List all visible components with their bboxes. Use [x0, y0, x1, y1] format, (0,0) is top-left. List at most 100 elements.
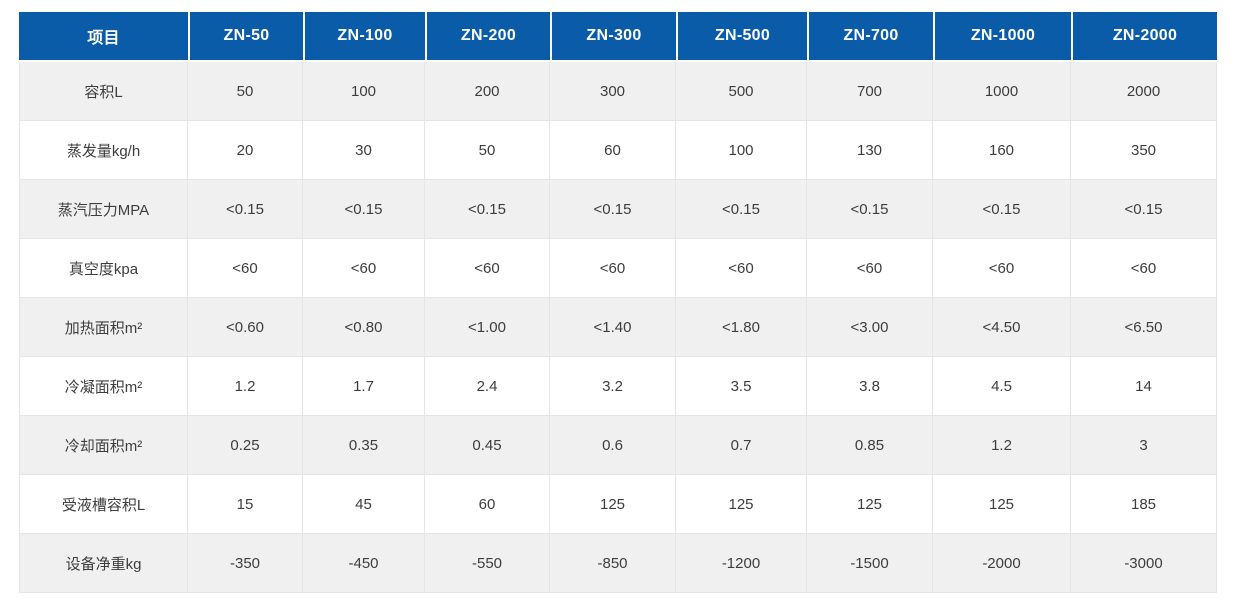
table-row: 蒸汽压力MPA <0.15 <0.15 <0.15 <0.15 <0.15 <0…: [19, 180, 1217, 239]
column-header-zn-2000: ZN-2000: [1071, 12, 1217, 62]
spec-cell: 2000: [1071, 62, 1217, 121]
spec-cell: <60: [550, 239, 676, 298]
table-row: 设备净重kg -350 -450 -550 -850 -1200 -1500 -…: [19, 534, 1217, 593]
spec-cell: 0.35: [303, 416, 425, 475]
column-header-zn-1000: ZN-1000: [933, 12, 1071, 62]
spec-cell: <0.15: [1071, 180, 1217, 239]
spec-cell: 4.5: [933, 357, 1071, 416]
spec-cell: 500: [676, 62, 807, 121]
table-row: 真空度kpa <60 <60 <60 <60 <60 <60 <60 <60: [19, 239, 1217, 298]
spec-cell: <0.15: [676, 180, 807, 239]
spec-cell: 1.7: [303, 357, 425, 416]
spec-cell: 50: [188, 62, 303, 121]
spec-cell: 100: [676, 121, 807, 180]
spec-cell: 125: [550, 475, 676, 534]
spec-cell: <6.50: [1071, 298, 1217, 357]
spec-cell: 700: [807, 62, 933, 121]
column-header-zn-700: ZN-700: [807, 12, 933, 62]
spec-cell: 50: [425, 121, 550, 180]
column-header-zn-200: ZN-200: [425, 12, 550, 62]
table-row: 加热面积m² <0.60 <0.80 <1.00 <1.40 <1.80 <3.…: [19, 298, 1217, 357]
spec-cell: <60: [188, 239, 303, 298]
table-row: 容积L 50 100 200 300 500 700 1000 2000: [19, 62, 1217, 121]
spec-cell: <1.00: [425, 298, 550, 357]
spec-cell: <60: [676, 239, 807, 298]
spec-cell: 100: [303, 62, 425, 121]
header-row: 项目 ZN-50 ZN-100 ZN-200 ZN-300 ZN-500 ZN-…: [19, 12, 1217, 62]
spec-cell: -850: [550, 534, 676, 593]
table-row: 蒸发量kg/h 20 30 50 60 100 130 160 350: [19, 121, 1217, 180]
spec-table: 项目 ZN-50 ZN-100 ZN-200 ZN-300 ZN-500 ZN-…: [19, 12, 1217, 593]
spec-cell: 60: [550, 121, 676, 180]
spec-cell: -450: [303, 534, 425, 593]
spec-cell: -1500: [807, 534, 933, 593]
column-header-zn-100: ZN-100: [303, 12, 425, 62]
spec-cell: <0.80: [303, 298, 425, 357]
spec-cell: <60: [303, 239, 425, 298]
spec-cell: <0.15: [425, 180, 550, 239]
spec-cell: 125: [676, 475, 807, 534]
row-label: 蒸汽压力MPA: [19, 180, 188, 239]
spec-cell: 20: [188, 121, 303, 180]
row-label: 真空度kpa: [19, 239, 188, 298]
spec-cell: 0.7: [676, 416, 807, 475]
spec-cell: 350: [1071, 121, 1217, 180]
spec-cell: -1200: [676, 534, 807, 593]
spec-cell: <0.15: [807, 180, 933, 239]
spec-cell: 125: [933, 475, 1071, 534]
row-label: 冷却面积m²: [19, 416, 188, 475]
spec-cell: 0.25: [188, 416, 303, 475]
spec-cell: 3.5: [676, 357, 807, 416]
spec-cell: <60: [933, 239, 1071, 298]
row-label: 设备净重kg: [19, 534, 188, 593]
spec-cell: 160: [933, 121, 1071, 180]
spec-cell: 45: [303, 475, 425, 534]
spec-cell: -2000: [933, 534, 1071, 593]
spec-cell: -3000: [1071, 534, 1217, 593]
spec-cell: 14: [1071, 357, 1217, 416]
spec-cell: <60: [1071, 239, 1217, 298]
spec-table-container: 项目 ZN-50 ZN-100 ZN-200 ZN-300 ZN-500 ZN-…: [19, 12, 1217, 593]
spec-cell: <60: [807, 239, 933, 298]
spec-cell: 60: [425, 475, 550, 534]
spec-cell: <3.00: [807, 298, 933, 357]
row-label: 冷凝面积m²: [19, 357, 188, 416]
column-header-zn-500: ZN-500: [676, 12, 807, 62]
spec-cell: 185: [1071, 475, 1217, 534]
column-header-zn-300: ZN-300: [550, 12, 676, 62]
row-label: 容积L: [19, 62, 188, 121]
spec-cell: 3.8: [807, 357, 933, 416]
spec-cell: <0.15: [188, 180, 303, 239]
spec-cell: -550: [425, 534, 550, 593]
spec-cell: -350: [188, 534, 303, 593]
spec-cell: <60: [425, 239, 550, 298]
column-header-zn-50: ZN-50: [188, 12, 303, 62]
spec-cell: <1.80: [676, 298, 807, 357]
table-row: 受液槽容积L 15 45 60 125 125 125 125 185: [19, 475, 1217, 534]
spec-cell: 1.2: [188, 357, 303, 416]
spec-cell: <0.15: [933, 180, 1071, 239]
row-label: 加热面积m²: [19, 298, 188, 357]
spec-cell: 0.45: [425, 416, 550, 475]
column-header-item: 项目: [19, 12, 188, 62]
spec-cell: 30: [303, 121, 425, 180]
spec-cell: 125: [807, 475, 933, 534]
spec-cell: 200: [425, 62, 550, 121]
table-row: 冷却面积m² 0.25 0.35 0.45 0.6 0.7 0.85 1.2 3: [19, 416, 1217, 475]
spec-cell: 1000: [933, 62, 1071, 121]
spec-cell: 0.85: [807, 416, 933, 475]
spec-cell: <0.15: [303, 180, 425, 239]
spec-cell: 0.6: [550, 416, 676, 475]
spec-cell: <1.40: [550, 298, 676, 357]
spec-cell: 300: [550, 62, 676, 121]
spec-cell: 1.2: [933, 416, 1071, 475]
spec-cell: 3: [1071, 416, 1217, 475]
row-label: 蒸发量kg/h: [19, 121, 188, 180]
row-label: 受液槽容积L: [19, 475, 188, 534]
spec-cell: 2.4: [425, 357, 550, 416]
spec-cell: 130: [807, 121, 933, 180]
table-row: 冷凝面积m² 1.2 1.7 2.4 3.2 3.5 3.8 4.5 14: [19, 357, 1217, 416]
spec-cell: <4.50: [933, 298, 1071, 357]
spec-cell: 3.2: [550, 357, 676, 416]
spec-cell: <0.15: [550, 180, 676, 239]
